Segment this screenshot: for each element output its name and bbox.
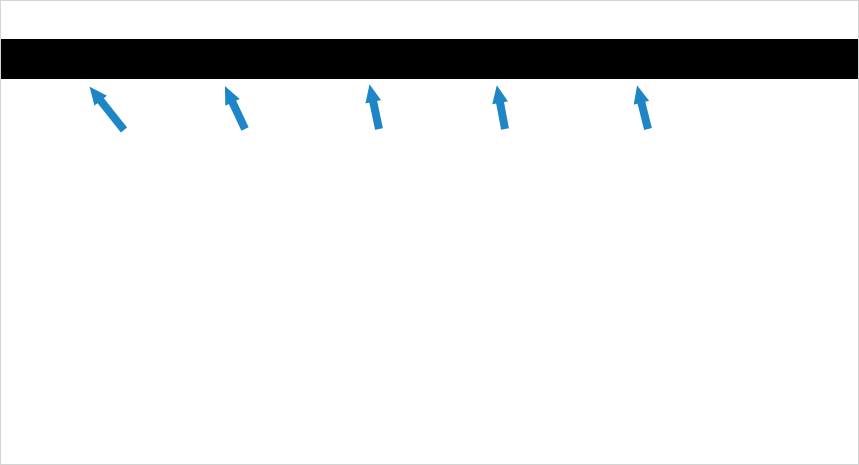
arrows-layer (89, 84, 652, 133)
up-arrow-5-icon (633, 85, 652, 130)
pillar-score-row (1, 39, 858, 79)
up-arrow-2-icon (224, 86, 249, 131)
pillar-header-row (1, 1, 858, 39)
up-arrow-1-icon (89, 86, 128, 133)
up-arrow-3-icon (365, 84, 383, 130)
up-arrow-4-icon (492, 85, 509, 130)
